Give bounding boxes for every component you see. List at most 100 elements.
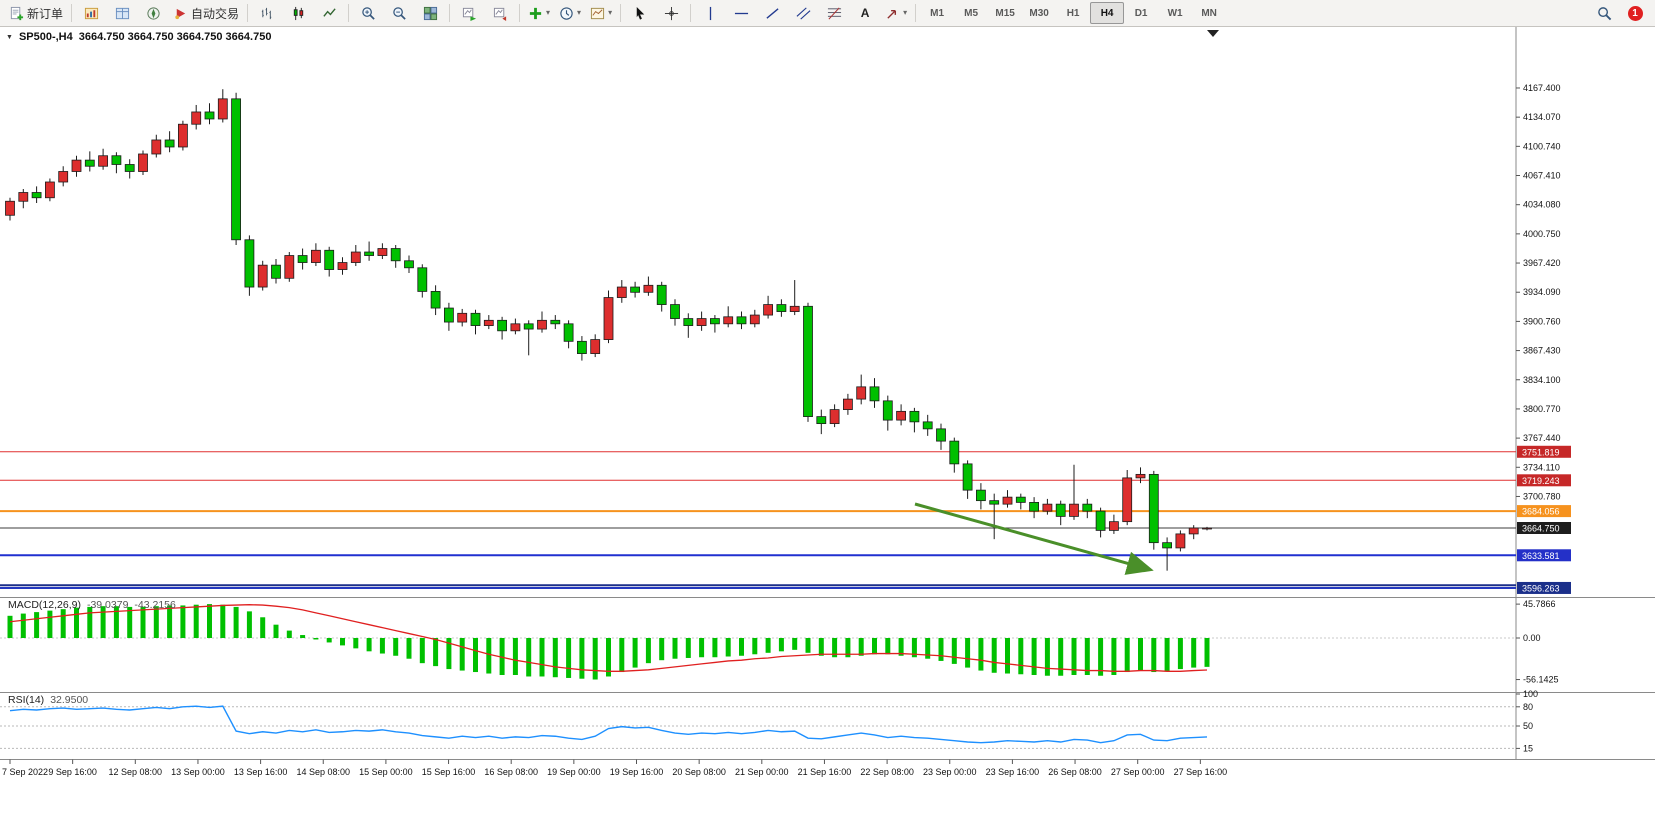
time-axis-label[interactable]: 13 Sep 00:00 [171, 767, 225, 777]
time-axis-label[interactable]: 15 Sep 16:00 [422, 767, 476, 777]
trend-arrow[interactable] [914, 502, 1154, 575]
chart-shift-marker[interactable] [1207, 30, 1219, 37]
time-axis-label[interactable]: 23 Sep 16:00 [986, 767, 1040, 777]
time-axis-label[interactable]: 14 Sep 08:00 [296, 767, 350, 777]
periods-button[interactable]: ▾ [555, 1, 585, 25]
new-order-button[interactable]: 新订单 [5, 1, 67, 25]
tab-timeframe-h4[interactable]: H4 [1090, 2, 1125, 24]
candle [71, 159, 82, 172]
fibonacci-icon [827, 7, 841, 19]
candle [377, 248, 388, 256]
candle [696, 318, 707, 326]
zoom-in-button[interactable] [353, 1, 383, 25]
data-window-button[interactable] [107, 1, 137, 25]
time-axis-label[interactable]: 22 Sep 08:00 [860, 767, 914, 777]
price-axis-label[interactable]: 4100.740 [1523, 141, 1561, 151]
tab-timeframe-m15[interactable]: M15 [995, 7, 1015, 19]
zoom-out-button[interactable] [384, 1, 414, 25]
time-axis-label[interactable]: 7 Sep 2022 [2, 767, 48, 777]
line-chart-button[interactable] [314, 1, 344, 25]
macd-histogram-bar [193, 604, 199, 638]
time-axis-label[interactable]: 16 Sep 08:00 [484, 767, 538, 777]
rsi-name: RSI(14) [8, 694, 45, 706]
macd-histogram-bar [872, 638, 877, 655]
horizontal-line-tool-button[interactable] [726, 1, 756, 25]
candle [111, 155, 122, 165]
navigator-button[interactable] [138, 1, 168, 25]
arrows-tool-button[interactable]: ▾ [881, 1, 911, 25]
time-axis-label[interactable]: 23 Sep 00:00 [923, 767, 977, 777]
bar-chart-button[interactable] [252, 1, 282, 25]
market-watch-button[interactable] [76, 1, 106, 25]
chart-canvas[interactable]: 4167.400 4134.070 4100.740 4067.410 4034.080… [0, 27, 1655, 827]
chart-shift-button[interactable] [485, 1, 515, 25]
price-axis-label[interactable]: 4134.070 [1523, 112, 1561, 122]
time-axis-label[interactable]: 21 Sep 00:00 [735, 767, 789, 777]
time-axis-label[interactable]: 19 Sep 00:00 [547, 767, 601, 777]
tab-timeframe-m1[interactable]: M1 [930, 7, 945, 19]
indicators-button[interactable]: ▾ [524, 1, 554, 25]
macd-axis-label: 45.7866 [1523, 599, 1556, 609]
tab-timeframe-w1[interactable]: W1 [1167, 7, 1183, 19]
price-axis-label[interactable]: 3734.110 [1523, 462, 1560, 472]
macd-histogram-bar [7, 615, 13, 638]
channel-tool-button[interactable] [788, 1, 818, 25]
price-axis-label[interactable]: 4167.400 [1523, 83, 1561, 93]
candle [1029, 501, 1039, 512]
price-axis-label[interactable]: 3867.430 [1523, 346, 1561, 356]
tab-timeframe-h1[interactable]: H1 [1066, 7, 1080, 19]
price-axis-label[interactable]: 3800.770 [1523, 404, 1561, 414]
cursor-tool-button[interactable] [625, 1, 655, 25]
candle [936, 428, 946, 442]
trendline-tool-button[interactable] [757, 1, 787, 25]
time-axis-label[interactable]: 19 Sep 16:00 [610, 767, 664, 777]
tab-timeframe-d1[interactable]: D1 [1134, 7, 1148, 19]
time-axis-label[interactable]: 21 Sep 16:00 [798, 767, 852, 777]
candle [789, 305, 800, 312]
candle [1069, 503, 1079, 517]
toolbar-separator [620, 4, 622, 22]
toolbar-separator [247, 4, 249, 22]
fibonacci-tool-button[interactable] [819, 1, 849, 25]
tile-windows-button[interactable] [415, 1, 445, 25]
tab-timeframe-m5[interactable]: M5 [964, 7, 979, 19]
time-axis-label[interactable]: 12 Sep 08:00 [109, 767, 163, 777]
price-level-badge-text: 3684.056 [1522, 507, 1560, 517]
auto-trading-button[interactable]: 自动交易 [169, 1, 243, 25]
vertical-line-tool-button[interactable] [695, 1, 725, 25]
tab-timeframe-m30[interactable]: M30 [1029, 7, 1049, 19]
time-axis-label[interactable]: 20 Sep 08:00 [672, 767, 726, 777]
price-axis-label[interactable]: 3700.780 [1523, 491, 1561, 501]
auto-scroll-button[interactable] [454, 1, 484, 25]
price-axis-label[interactable]: 3767.440 [1523, 433, 1561, 443]
line-chart-icon [322, 7, 336, 17]
time-axis-label[interactable]: 13 Sep 16:00 [234, 767, 288, 777]
collapse-arrow-icon[interactable]: ▼ [6, 33, 13, 41]
candle [1135, 473, 1146, 479]
price-axis-label[interactable]: 4067.410 [1523, 171, 1561, 181]
market-watch-icon [84, 7, 98, 19]
candle [18, 192, 29, 202]
time-axis-label[interactable]: 27 Sep 00:00 [1111, 767, 1165, 777]
price-axis-label[interactable]: 3834.100 [1523, 375, 1561, 385]
macd-histogram-bar [34, 612, 40, 638]
time-axis-label[interactable]: 9 Sep 16:00 [48, 767, 97, 777]
time-axis-label[interactable]: 15 Sep 00:00 [359, 767, 413, 777]
time-axis-label[interactable]: 26 Sep 08:00 [1048, 767, 1102, 777]
templates-button[interactable]: ▾ [586, 1, 616, 25]
price-axis-label[interactable]: 4034.080 [1523, 200, 1561, 210]
price-axis-label[interactable]: 3900.760 [1523, 316, 1561, 326]
notification-button[interactable]: 1 [1620, 1, 1650, 25]
macd-histogram-bar [592, 638, 598, 680]
tab-timeframe-mn[interactable]: MN [1201, 7, 1217, 19]
crosshair-tool-button[interactable] [656, 1, 686, 25]
price-axis-label[interactable]: 4000.750 [1523, 229, 1561, 239]
candle [324, 249, 335, 270]
search-button[interactable] [1589, 1, 1619, 25]
candlestick-chart-button[interactable] [283, 1, 313, 25]
text-tool-button[interactable]: A [850, 1, 880, 25]
price-axis-label[interactable]: 3967.420 [1523, 258, 1561, 268]
time-axis-label[interactable]: 27 Sep 16:00 [1174, 767, 1228, 777]
price-axis-label[interactable]: 3934.090 [1523, 287, 1561, 297]
candle [550, 319, 561, 325]
